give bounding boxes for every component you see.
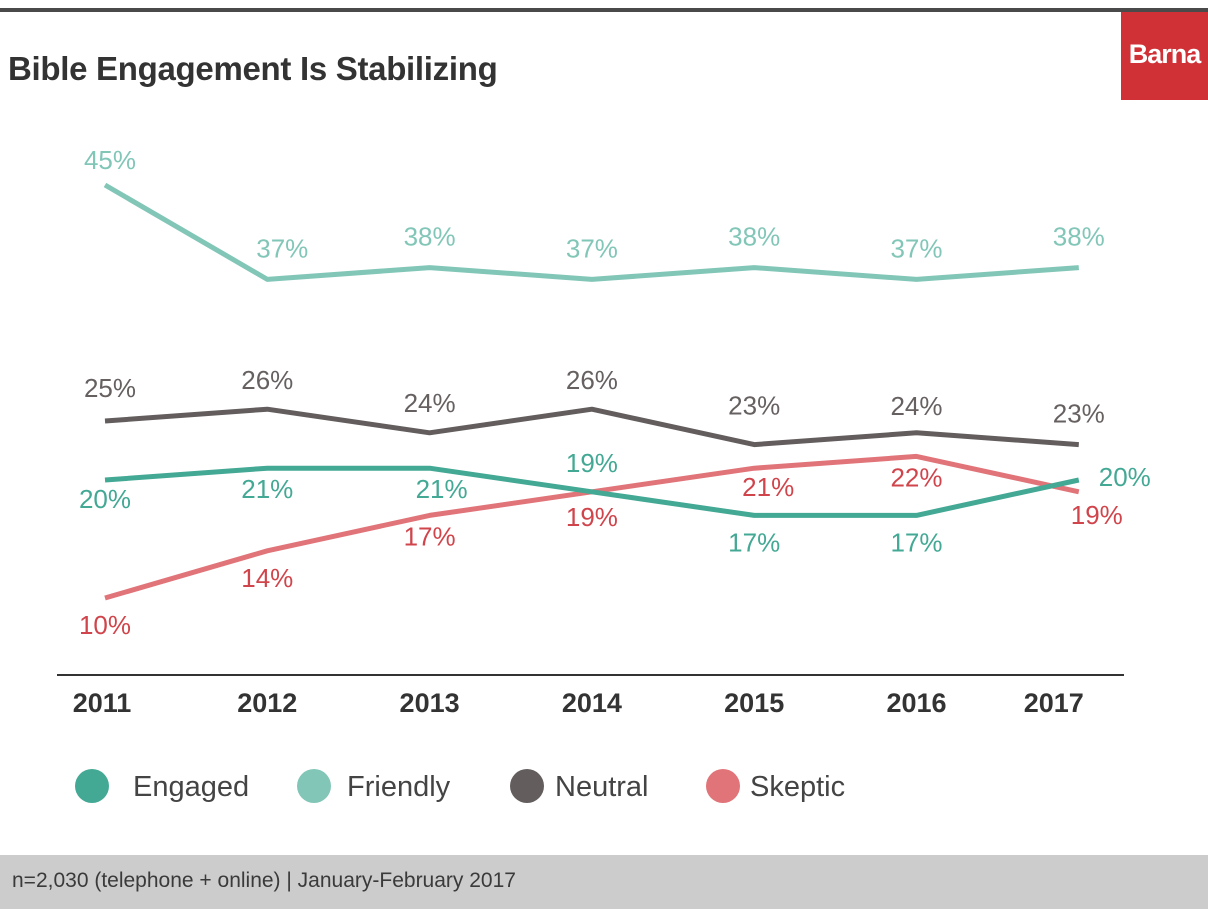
data-label-skeptic-2013: 17% (404, 521, 456, 551)
legend-label-skeptic: Skeptic (750, 771, 846, 803)
series-line-neutral (104, 406, 1079, 448)
x-tick-2011: 2011 (73, 688, 132, 718)
legend-label-neutral: Neutral (555, 771, 649, 803)
series-line-engaged (104, 465, 1080, 518)
x-tick-labels: 2011 2012 2013 2014 2015 2016 2017 (73, 688, 1084, 718)
legend-label-friendly: Friendly (347, 771, 451, 803)
data-label-friendly-2011: 45% (84, 145, 136, 175)
data-label-engaged-2012: 21% (241, 474, 293, 504)
legend: Engaged Friendly Neutral Skeptic (0, 760, 1208, 820)
data-label-neutral-2012: 26% (241, 365, 293, 395)
data-label-neutral-2017: 23% (1053, 399, 1105, 429)
x-tick-2017: 2017 (1024, 688, 1084, 718)
legend-swatch-skeptic (706, 769, 740, 803)
data-label-engaged-2016: 17% (890, 527, 942, 557)
data-label-friendly-2012: 37% (256, 233, 308, 263)
top-rule (0, 8, 1208, 12)
data-label-friendly-2016: 37% (890, 233, 942, 263)
data-label-engaged-2013: 21% (416, 474, 468, 504)
legend-swatch-neutral (510, 769, 544, 803)
data-label-skeptic-2016: 22% (890, 462, 942, 492)
data-label-engaged-2014: 19% (566, 448, 618, 478)
series-lines (103, 182, 1080, 601)
data-label-engaged-2015: 17% (728, 527, 780, 557)
data-labels: 20% 21% 21% 19% 17% 17% 20% 45% 37% 38% 37% 38% 37% 3… (79, 145, 1151, 640)
data-label-neutral-2014: 26% (566, 365, 618, 395)
sample-note: n=2,030 (telephone + online) | January-F… (12, 869, 516, 892)
data-label-friendly-2017: 38% (1053, 222, 1105, 252)
x-tick-2014: 2014 (562, 688, 622, 718)
x-tick-2016: 2016 (886, 688, 946, 718)
data-label-neutral-2015: 23% (728, 391, 780, 421)
x-tick-2012: 2012 (237, 688, 297, 718)
legend-swatch-friendly (297, 769, 331, 803)
series-line-friendly (103, 182, 1079, 282)
x-tick-2013: 2013 (400, 688, 460, 718)
chart-title: Bible Engagement Is Stabilizing (8, 50, 498, 87)
data-label-skeptic-2012: 14% (241, 563, 293, 593)
data-label-friendly-2014: 37% (566, 233, 618, 263)
legend-swatch-engaged (75, 769, 109, 803)
data-label-skeptic-2011: 10% (79, 610, 131, 640)
data-label-friendly-2015: 38% (728, 222, 780, 252)
x-tick-2015: 2015 (724, 688, 784, 718)
data-label-skeptic-2017: 19% (1071, 500, 1123, 530)
data-label-neutral-2016: 24% (890, 391, 942, 421)
data-label-skeptic-2014: 19% (566, 502, 618, 532)
footer-bar: n=2,030 (telephone + online) | January-F… (0, 855, 1208, 909)
data-label-neutral-2011: 25% (84, 373, 136, 403)
line-chart: 20% 21% 21% 19% 17% 17% 20% 45% 37% 38% 37% 38% 37% 3… (57, 145, 1151, 718)
data-label-friendly-2013: 38% (404, 222, 456, 252)
data-label-engaged-2017: 20% (1099, 462, 1151, 492)
data-label-skeptic-2015: 21% (742, 472, 794, 502)
data-label-neutral-2013: 24% (404, 388, 456, 418)
barna-logo: Barna (1121, 12, 1208, 100)
data-label-engaged-2011: 20% (79, 484, 131, 514)
legend-label-engaged: Engaged (133, 771, 250, 803)
